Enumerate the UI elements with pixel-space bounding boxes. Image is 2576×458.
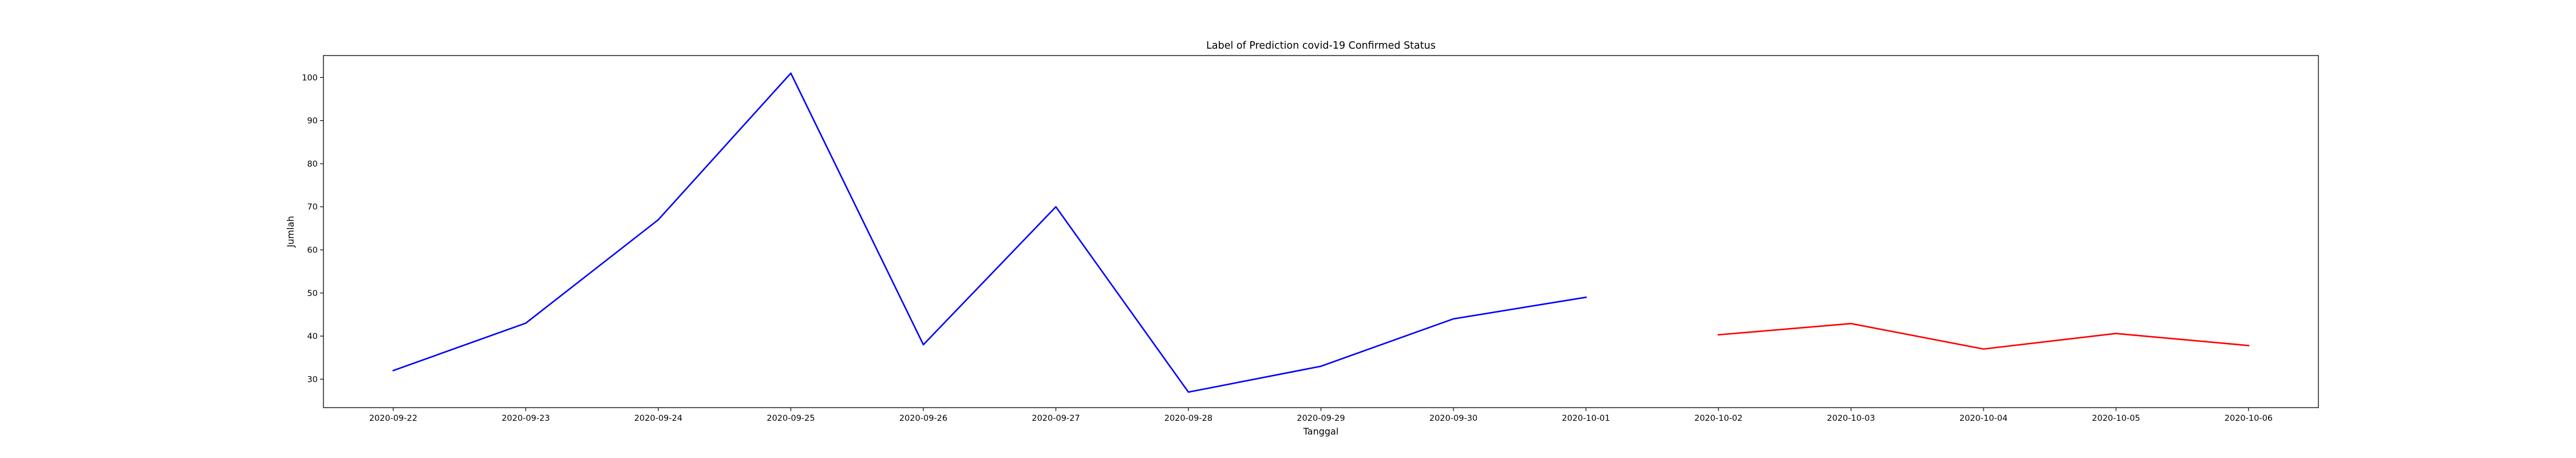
x-tick-label: 2020-09-29 [1297, 414, 1345, 423]
x-tick-label: 2020-10-04 [1959, 414, 2008, 423]
y-tick-label: 40 [307, 332, 318, 341]
x-axis-label: Tanggal [1303, 426, 1339, 437]
series-layer [392, 72, 2250, 393]
x-axis-ticks: 2020-09-22 2020-09-23 2020-09-24 2020-09-25… [369, 408, 2273, 423]
y-tick-label: 90 [307, 117, 318, 126]
x-tick-label: 2020-09-25 [767, 414, 815, 423]
x-tick-label: 2020-10-06 [2225, 414, 2273, 423]
chart-title: Label of Prediction covid-19 Confirmed S… [1206, 40, 1436, 52]
y-tick-label: 30 [307, 375, 318, 384]
x-tick-label: 2020-09-24 [634, 414, 682, 423]
x-tick-label: 2020-09-26 [899, 414, 947, 423]
x-tick-label: 2020-09-30 [1429, 414, 1477, 423]
y-tick-label: 80 [307, 160, 318, 169]
x-tick-label: 2020-10-01 [1562, 414, 1610, 423]
x-tick-label: 2020-10-03 [1827, 414, 1875, 423]
y-axis-label: Jumlah [285, 216, 296, 248]
y-tick-label: 70 [307, 203, 318, 212]
x-tick-label: 2020-09-23 [501, 414, 550, 423]
y-tick-label: 50 [307, 289, 318, 298]
x-tick-label: 2020-10-02 [1694, 414, 1743, 423]
x-tick-label: 2020-09-28 [1164, 414, 1212, 423]
y-tick-label: 60 [307, 246, 318, 255]
series-line-1 [392, 72, 1587, 393]
x-tick-label: 2020-09-27 [1032, 414, 1080, 423]
plot-area-frame [323, 55, 2319, 408]
x-tick-label: 2020-10-05 [2092, 414, 2140, 423]
x-tick-label: 2020-09-22 [369, 414, 417, 423]
series-line-2 [1717, 322, 2250, 350]
y-tick-label: 100 [302, 73, 318, 82]
y-axis-ticks: 30 40 50 60 70 80 90 100 [302, 73, 323, 384]
